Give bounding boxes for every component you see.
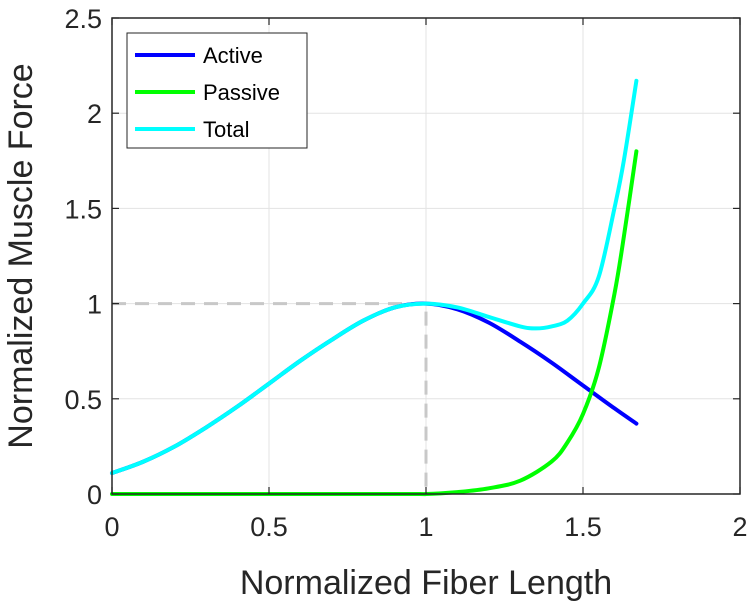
y-axis-title: Normalized Muscle Force: [2, 63, 40, 448]
legend-label-active: Active: [203, 43, 263, 68]
x-tick-label: 2: [732, 512, 747, 542]
legend: Active Passive Total: [126, 32, 308, 149]
x-tick-label: 1: [418, 512, 433, 542]
tick-labels: 0 0.5 1 1.5 2 0 0.5 1 1.5 2 2.5: [64, 4, 747, 542]
y-tick-label: 1.5: [64, 194, 102, 224]
x-axis-title: Normalized Fiber Length: [240, 564, 612, 602]
x-tick-label: 1.5: [564, 512, 602, 542]
y-tick-label: 0: [87, 480, 102, 510]
y-tick-label: 1: [87, 290, 102, 320]
x-tick-label: 0.5: [250, 512, 288, 542]
legend-label-passive: Passive: [203, 80, 280, 105]
ticks: [111, 17, 741, 495]
x-tick-label: 0: [104, 512, 119, 542]
reference-line: [112, 302, 428, 494]
series-line-total: [110, 78, 639, 476]
y-tick-label: 2.5: [64, 4, 102, 34]
y-tick-label: 2: [87, 99, 102, 129]
legend-label-total: Total: [203, 117, 249, 142]
y-tick-label: 0.5: [64, 385, 102, 415]
